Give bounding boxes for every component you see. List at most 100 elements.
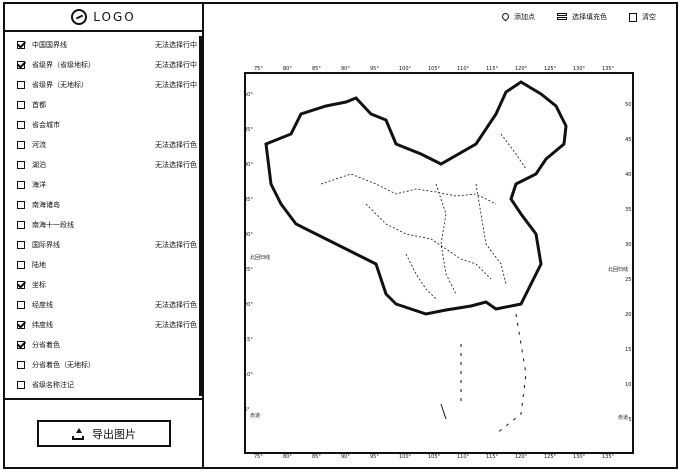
layer-checkbox[interactable] — [17, 341, 25, 349]
layer-checkbox[interactable] — [17, 221, 25, 229]
layer-row[interactable]: 分省着色（无地标） — [5, 356, 199, 374]
layer-checkbox[interactable] — [17, 81, 25, 89]
lon-bottom-tick-label: 115° — [486, 454, 499, 460]
layer-row[interactable]: 省级界（省级地标） 无法选择行中 — [5, 56, 199, 74]
layer-checkbox[interactable] — [17, 61, 25, 69]
left-note: 北回归线 — [250, 255, 271, 261]
layer-checkbox[interactable] — [17, 101, 25, 109]
layer-row[interactable]: 国际界线 无法选择行色 — [5, 236, 199, 254]
layer-label: 河流 — [32, 141, 46, 149]
logo: LOGO — [71, 9, 135, 25]
layer-row[interactable]: 坐标 — [5, 276, 199, 294]
layer-label: 首都 — [32, 101, 46, 109]
layer-list: 中国国界线 无法选择行中 省级界（省级地标） 无法选择行中 省级界（无地标） 无法选择行中… — [5, 36, 202, 396]
layer-label: 湖泊 — [32, 161, 46, 169]
layer-row[interactable]: 中国国界线 无法选择行中 — [5, 36, 199, 54]
layer-checkbox[interactable] — [17, 241, 25, 249]
lon-top-tick-label: 100° — [399, 66, 412, 72]
logo-icon — [71, 9, 88, 25]
lon-bottom-tick-label: 100° — [399, 454, 412, 460]
add-point-label: 添加点 — [514, 13, 535, 21]
lon-bottom-tick-label: 125° — [544, 454, 557, 460]
country-outline — [264, 80, 568, 316]
clear-button[interactable]: 清空 — [629, 12, 656, 22]
lon-top-tick-label: 95° — [370, 66, 379, 72]
layer-style-action[interactable]: 无法选择行色 — [155, 141, 197, 149]
upload-icon — [72, 427, 84, 440]
layer-style-action[interactable]: 无法选择行色 — [155, 301, 197, 309]
layer-checkbox[interactable] — [17, 161, 25, 169]
layer-row[interactable]: 纬度线 无法选择行色 — [5, 316, 199, 334]
export-area: 导出图片 — [5, 398, 202, 471]
lon-bottom-tick-label: 130° — [573, 454, 586, 460]
layer-style-action[interactable]: 无法选择行中 — [155, 41, 197, 49]
layer-style-action[interactable]: 无法选择行色 — [155, 321, 197, 329]
layer-checkbox[interactable] — [17, 141, 25, 149]
lon-bottom-tick-label: 90° — [341, 454, 350, 460]
layer-label: 海洋 — [32, 181, 46, 189]
layer-label: 坐标 — [32, 281, 46, 289]
map-canvas[interactable]: 50° 45° 40° 35° 30° 25° 20° 15° 10° 5° 50° 45° 40° 3… — [244, 66, 634, 460]
lat-right-tick-label: 10° — [625, 382, 634, 388]
lat-right-tick-label: 50° — [625, 102, 634, 108]
lat-right-tick-label: 30° — [625, 242, 634, 248]
lat-left-tick-label: 10° — [244, 372, 253, 378]
layer-label: 省级界（无地标） — [32, 81, 88, 89]
layer-checkbox[interactable] — [17, 361, 25, 369]
layer-row[interactable]: 河流 无法选择行色 — [5, 136, 199, 154]
lon-top-tick-label: 80° — [283, 66, 292, 72]
lat-left-tick-label: 35° — [244, 197, 253, 203]
lat-right-tick-label: 40° — [625, 172, 634, 178]
lat-left-tick-label: 30° — [244, 232, 253, 238]
lat-left-tick-label: 45° — [244, 127, 253, 133]
map-toolbar: 添加点 选择填充色 清空 — [502, 12, 656, 22]
layer-checkbox[interactable] — [17, 301, 25, 309]
layer-row[interactable]: 经度线 无法选择行色 — [5, 296, 199, 314]
layer-row[interactable]: 省级界（无地标） 无法选择行中 — [5, 76, 199, 94]
layer-label: 中国国界线 — [32, 41, 67, 49]
layer-row[interactable]: 湖泊 无法选择行色 — [5, 156, 199, 174]
layer-style-action[interactable]: 无法选择行中 — [155, 81, 197, 89]
layer-row[interactable]: 南海十一段线 — [5, 216, 199, 234]
lon-top-tick-label: 90° — [341, 66, 350, 72]
layer-checkbox[interactable] — [17, 261, 25, 269]
lat-left-tick-label: 5° — [244, 407, 250, 413]
layer-checkbox[interactable] — [17, 281, 25, 289]
layer-checkbox[interactable] — [17, 121, 25, 129]
layer-checkbox[interactable] — [17, 321, 25, 329]
export-image-button[interactable]: 导出图片 — [37, 420, 171, 447]
lon-bottom-tick-label: 75° — [254, 454, 263, 460]
lat-left-tick-label: 40° — [244, 162, 253, 168]
layer-style-action[interactable]: 无法选择行中 — [155, 61, 197, 69]
layers-icon — [557, 13, 567, 21]
layer-style-action[interactable]: 无法选择行色 — [155, 161, 197, 169]
lon-top-tick-label: 120° — [515, 66, 528, 72]
layer-row[interactable]: 南海诸岛 — [5, 196, 199, 214]
lon-bottom-tick-label: 85° — [312, 454, 321, 460]
lon-bottom-tick-label: 135° — [602, 454, 615, 460]
export-button-label: 导出图片 — [92, 427, 136, 441]
layer-row[interactable]: 海洋 — [5, 176, 199, 194]
layer-checkbox[interactable] — [17, 381, 25, 389]
layer-style-action[interactable]: 无法选择行色 — [155, 241, 197, 249]
lat-right-tick-label: 35° — [625, 207, 634, 213]
layer-checkbox[interactable] — [17, 201, 25, 209]
layer-row[interactable]: 首都 — [5, 96, 199, 114]
lon-top-tick-label: 130° — [573, 66, 586, 72]
layer-checkbox[interactable] — [17, 41, 25, 49]
add-point-button[interactable]: 添加点 — [502, 12, 535, 22]
lon-top-tick-label: 110° — [457, 66, 470, 72]
layer-row[interactable]: 分省着色 — [5, 336, 199, 354]
lon-bottom-tick-label: 110° — [457, 454, 470, 460]
fill-color-button[interactable]: 选择填充色 — [557, 12, 607, 22]
layer-row[interactable]: 陆地 — [5, 256, 199, 274]
layer-checkbox[interactable] — [17, 181, 25, 189]
layer-label: 分省着色 — [32, 341, 60, 349]
layer-row[interactable]: 省会城市 — [5, 116, 199, 134]
lon-bottom-tick-label: 120° — [515, 454, 528, 460]
layer-row[interactable]: 省级名称注记 — [5, 376, 199, 394]
lon-top-tick-label: 75° — [254, 66, 263, 72]
lat-right-tick-label: 20° — [625, 312, 634, 318]
bottom-right-note: 赤道 — [617, 415, 628, 421]
right-note: 北回归线 — [607, 267, 628, 273]
